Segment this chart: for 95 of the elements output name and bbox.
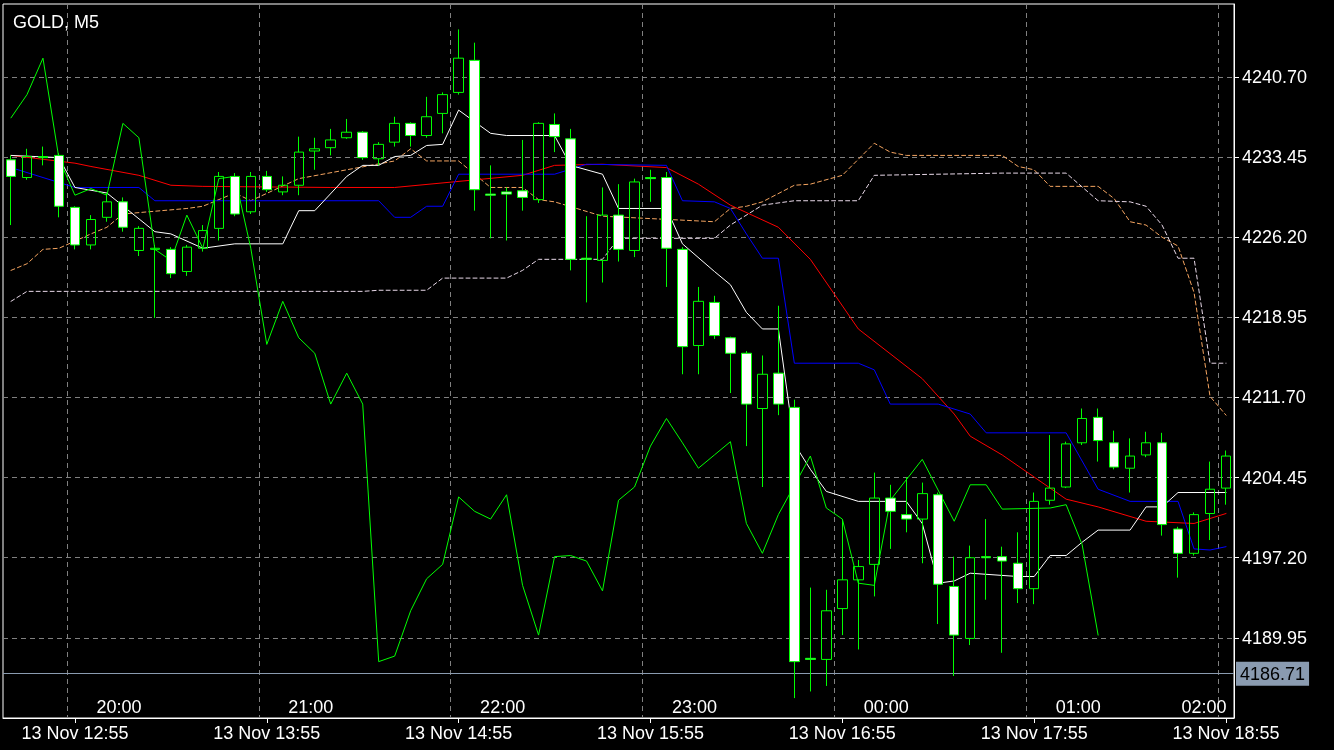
candlestick [1189,511,1199,557]
candlestick [246,171,256,215]
candlestick [565,128,576,271]
candlestick [645,169,656,203]
annotation: 22:00 [480,697,526,717]
candlestick [86,214,96,250]
candlestick [661,171,672,288]
candlestick [437,91,448,134]
candlestick [357,130,368,161]
candlestick [549,112,560,153]
candlestick [1029,492,1039,605]
x-tick-label: 13 Nov 12:55 [21,723,129,743]
y-tick-label: 4204.45 [1242,467,1308,488]
candlestick [757,354,768,488]
candlestick [1205,461,1215,541]
x-tick-label: 13 Nov 17:55 [980,723,1088,743]
y-tick-label: 4218.95 [1242,307,1308,328]
candlestick [1109,430,1119,470]
candlestick [262,170,272,193]
candlestick [1221,450,1231,506]
candlestick [118,196,128,233]
candlestick [198,224,208,253]
candlestick [821,589,832,687]
candlestick [1045,434,1055,506]
candlestick [309,137,320,171]
candlestick [613,183,624,263]
candlestick [581,215,592,303]
x-tick-label: 13 Nov 14:55 [405,723,513,743]
candlestick [182,244,192,277]
candlestick [741,350,752,447]
candlestick [134,225,144,257]
ref-line-label: 4186.71 [1240,663,1306,684]
candlestick [1141,431,1151,458]
y-tick-label: 4197.20 [1242,547,1308,568]
candlestick [693,286,704,375]
candlestick [709,295,720,340]
candlestick [901,476,912,533]
y-tick-label: 4211.70 [1242,387,1306,408]
candlestick [294,136,304,196]
candlestick [917,482,928,564]
candlestick [214,171,224,242]
candlestick [389,116,400,148]
candlestick [453,28,464,96]
candlestick [1093,408,1103,463]
candlestick [533,121,544,204]
candlestick [405,121,416,148]
candlestick [1173,526,1183,579]
candlestick [150,244,160,319]
x-tick-label: 13 Nov 15:55 [596,723,705,743]
annotation: 01:00 [1055,697,1101,717]
candlestick [597,186,608,284]
candlestick [102,192,112,223]
candlestick [70,205,80,250]
candlestick [837,518,848,636]
x-tick-label: 13 Nov 18:55 [1172,723,1280,743]
candlestick [629,178,640,258]
candlestick [278,175,288,196]
candlestick [38,146,48,166]
candlestick [501,186,512,242]
candlestick [805,587,816,692]
annotation: 00:00 [863,697,909,717]
y-tick-label: 4226.20 [1242,227,1308,248]
line-series [10,142,1227,416]
candlestick [677,246,688,375]
candlestick [166,246,176,279]
candlestick [869,472,880,597]
y-tick-label: 4233.45 [1242,147,1308,168]
annotation: 02:00 [1181,697,1227,717]
candlestick [230,172,240,217]
y-tick-label: 4189.95 [1242,627,1308,648]
candlestick [54,152,64,218]
candlestick [325,128,336,156]
annotation: 23:00 [671,697,717,717]
line-series [10,172,1227,364]
candlestick [373,141,384,166]
candlestick [485,164,496,239]
candlestick [341,118,352,140]
candlestick [1125,437,1135,494]
annotation: 21:00 [288,697,334,717]
candlestick [1061,441,1071,489]
candlestick [22,148,32,181]
candlestick [1157,432,1167,537]
x-tick-label: 13 Nov 16:55 [788,723,896,743]
candlestick [725,336,736,394]
candlestick [1077,408,1087,446]
candlestick [421,96,432,139]
candlestick [853,559,864,650]
annotation: 20:00 [96,697,142,717]
x-tick-label: 13 Nov 13:55 [213,723,321,743]
candlestick [517,139,528,212]
candlestick [773,305,784,416]
chart-title: GOLD, M5 [13,12,100,32]
candlestick [965,545,975,646]
candlestick [885,484,896,550]
y-tick-label: 4240.70 [1242,66,1308,87]
